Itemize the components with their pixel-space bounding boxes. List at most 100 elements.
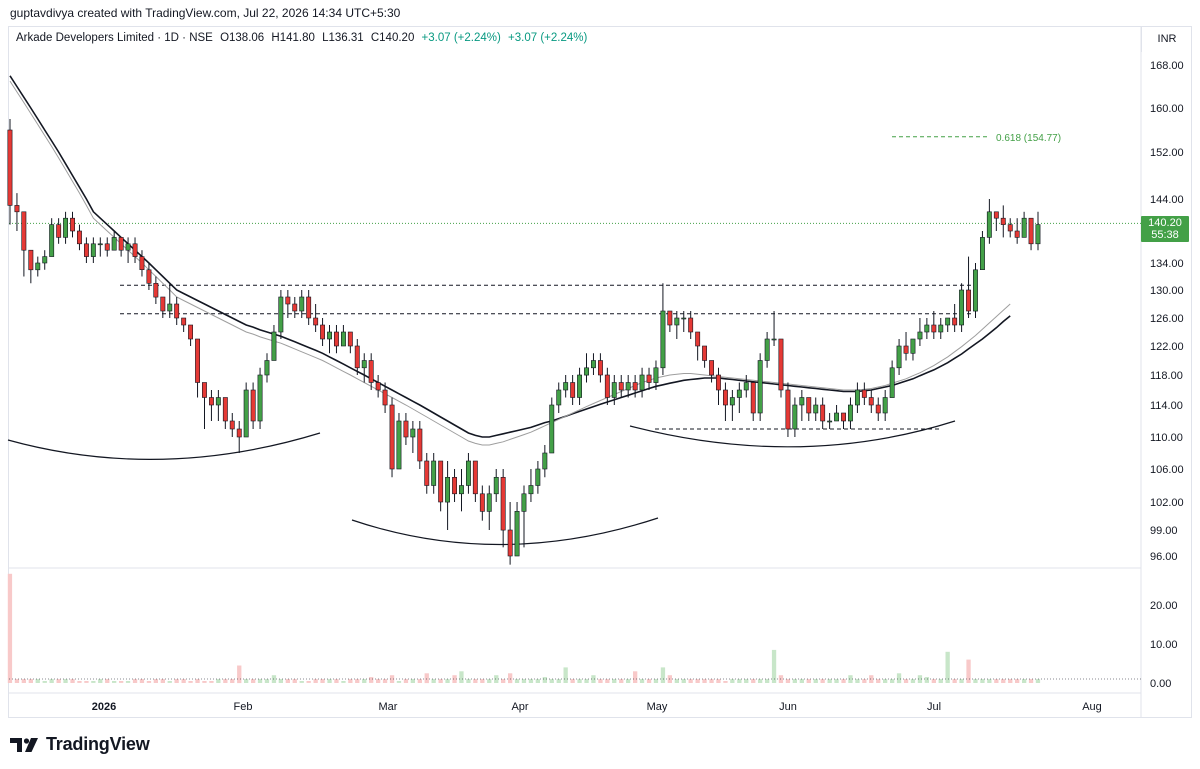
candle-body — [403, 420, 409, 438]
candle — [306, 290, 312, 325]
candle — [285, 290, 291, 318]
volume-bar — [473, 679, 478, 683]
candle — [542, 445, 548, 478]
candle-body — [118, 237, 124, 251]
symbol-legend[interactable]: Arkade Developers Limited · 1D · NSE O13… — [16, 32, 591, 44]
candle-body — [347, 331, 353, 347]
candle-body — [195, 338, 200, 383]
candle — [625, 375, 631, 398]
currency-label[interactable]: INR — [1141, 26, 1192, 52]
candle-body — [847, 404, 853, 422]
candle — [868, 390, 874, 413]
candle-body — [146, 269, 152, 284]
candle-body — [49, 224, 55, 257]
candle — [688, 311, 694, 339]
candle — [340, 325, 346, 347]
candle — [695, 331, 701, 361]
candle — [354, 339, 360, 375]
candle — [424, 453, 430, 494]
volume-bar — [209, 681, 214, 683]
candle — [229, 413, 235, 437]
candle-body — [868, 397, 874, 406]
price-tick-label: 99.00 — [1150, 525, 1178, 537]
candle-body — [972, 269, 978, 312]
volume-bar — [487, 679, 492, 683]
volume-bar — [723, 681, 728, 683]
candle-body — [292, 303, 298, 312]
candle — [257, 367, 263, 429]
candle — [771, 311, 777, 346]
volume-bar — [876, 679, 881, 683]
volume-bar — [633, 671, 638, 683]
volume-bar — [591, 675, 596, 683]
candle-body — [222, 397, 228, 422]
candle — [264, 353, 270, 383]
time-axis: 2026 Feb Mar Apr May Jun Jul Aug — [9, 692, 1141, 713]
candle-body — [854, 389, 860, 406]
candle-body — [778, 338, 784, 391]
candle-body — [750, 382, 756, 414]
candle — [785, 382, 791, 437]
price-tick-label: 134.00 — [1150, 258, 1184, 270]
candle — [945, 317, 951, 332]
fib-level-label: 0.618 (154.77) — [996, 133, 1061, 144]
time-tick-label: Jul — [927, 701, 941, 713]
volume-bar — [202, 681, 207, 683]
candle — [709, 360, 715, 383]
candle — [445, 461, 450, 530]
candle-body — [820, 404, 826, 422]
volume-bar — [501, 679, 506, 683]
price-tick-label: 114.00 — [1150, 400, 1183, 412]
volume-bar — [132, 679, 138, 683]
candle-body — [861, 389, 867, 398]
change-value: +3.07 (+2.24%) — [421, 32, 501, 44]
candle-body — [799, 397, 805, 406]
last-price: 140.20 — [1148, 217, 1182, 229]
volume-bar — [785, 679, 791, 683]
candle-body — [417, 428, 423, 462]
candle-body — [521, 493, 527, 512]
volume-bar — [1008, 679, 1013, 683]
candle — [535, 461, 541, 494]
candle — [924, 318, 930, 339]
volume-bar — [820, 679, 825, 683]
candle — [243, 382, 249, 438]
candle-body — [570, 382, 576, 398]
volume-bar — [244, 679, 249, 683]
tradingview-logo[interactable]: TradingView — [10, 734, 150, 755]
tradingview-wordmark: TradingView — [46, 734, 150, 754]
candle-body — [438, 460, 444, 503]
volume-bar — [63, 679, 68, 683]
volume-bar — [84, 681, 89, 683]
candle — [21, 211, 27, 277]
volume-bar — [146, 681, 152, 683]
candle-body — [472, 460, 478, 495]
candlesticks — [7, 119, 1041, 565]
candle — [327, 325, 332, 354]
volume-bar — [549, 679, 554, 683]
volume-bar — [910, 679, 916, 683]
time-tick-label: Jun — [779, 701, 797, 713]
candle — [396, 413, 402, 470]
volume-bar — [716, 679, 721, 683]
volume-bar — [980, 679, 985, 683]
candle — [632, 375, 638, 398]
volume-bar — [417, 679, 422, 683]
volume-bar — [556, 679, 561, 683]
candle-body — [271, 331, 277, 361]
volume-tick-label: 0.00 — [1150, 678, 1171, 690]
candle-body — [1007, 224, 1013, 232]
close-value: C140.20 — [370, 32, 415, 44]
candle — [1021, 211, 1027, 238]
candle — [292, 297, 298, 318]
volume-bar — [966, 659, 971, 683]
candle-body — [465, 460, 471, 486]
candle — [959, 283, 965, 332]
candle-body — [229, 420, 235, 430]
volume-bar — [612, 679, 617, 683]
candle-body — [660, 310, 666, 369]
volume-bar — [459, 671, 464, 683]
time-tick-label: Aug — [1082, 701, 1102, 713]
volume-bar — [452, 675, 457, 683]
